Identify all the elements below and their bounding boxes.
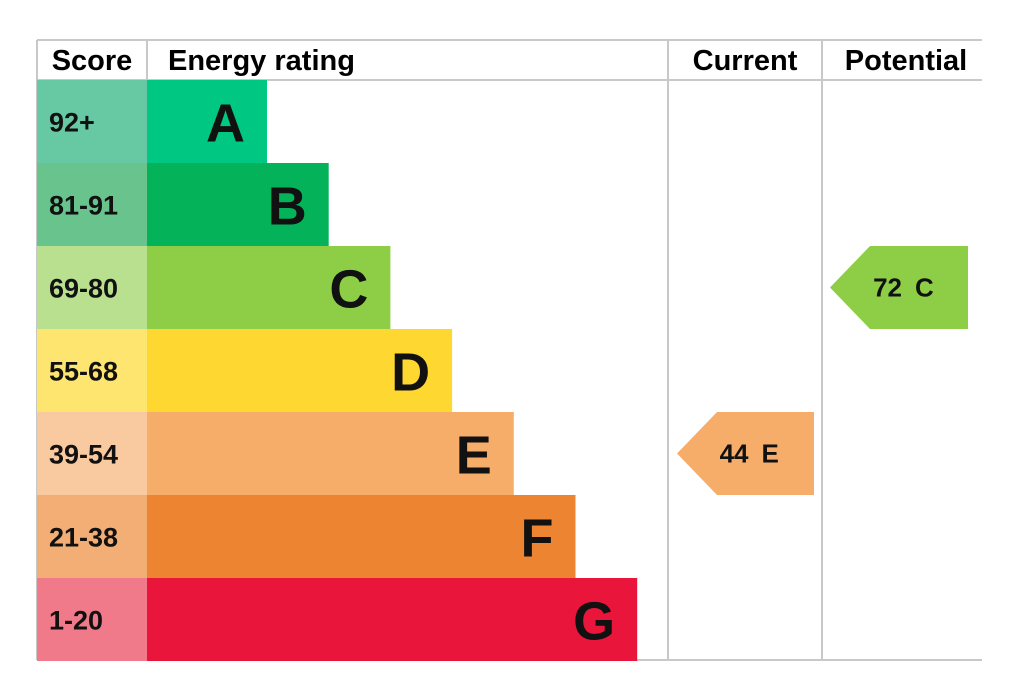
score-label: 55-68 <box>49 357 118 387</box>
rating-bar <box>147 163 329 246</box>
rating-letter: A <box>206 94 245 154</box>
rating-letter: E <box>456 426 492 486</box>
current-letter: E <box>762 439 779 469</box>
rating-bar <box>147 246 391 329</box>
rating-bar <box>147 578 638 661</box>
score-cell <box>37 163 147 246</box>
score-cell <box>37 246 147 329</box>
potential-value: 72 <box>873 273 902 303</box>
score-label: 92+ <box>49 108 95 138</box>
rating-letter: F <box>521 509 554 569</box>
header-potential: Potential <box>845 45 967 77</box>
score-label: 81-91 <box>49 191 118 221</box>
score-label: 69-80 <box>49 274 118 304</box>
header-current: Current <box>693 45 798 77</box>
score-cell <box>37 495 147 578</box>
score-label: 1-20 <box>49 606 103 636</box>
score-label: 21-38 <box>49 523 118 553</box>
score-cell <box>37 329 147 412</box>
current-value: 44 <box>720 439 749 469</box>
rating-letter: G <box>573 592 615 652</box>
rating-letter: C <box>329 260 368 320</box>
rating-bar <box>147 412 514 495</box>
potential-letter: C <box>915 273 934 303</box>
score-cell <box>37 80 147 163</box>
header-rating: Energy rating <box>168 45 355 77</box>
potential-arrow <box>830 246 968 329</box>
rating-letter: D <box>391 343 430 403</box>
score-label: 39-54 <box>49 440 118 470</box>
rating-bar <box>147 80 267 163</box>
rating-letter: B <box>268 177 307 237</box>
score-cell <box>37 412 147 495</box>
current-arrow <box>677 412 814 495</box>
header-score: Score <box>52 45 133 77</box>
rating-bar <box>147 495 576 578</box>
rating-bar <box>147 329 453 412</box>
score-cell <box>37 578 147 661</box>
